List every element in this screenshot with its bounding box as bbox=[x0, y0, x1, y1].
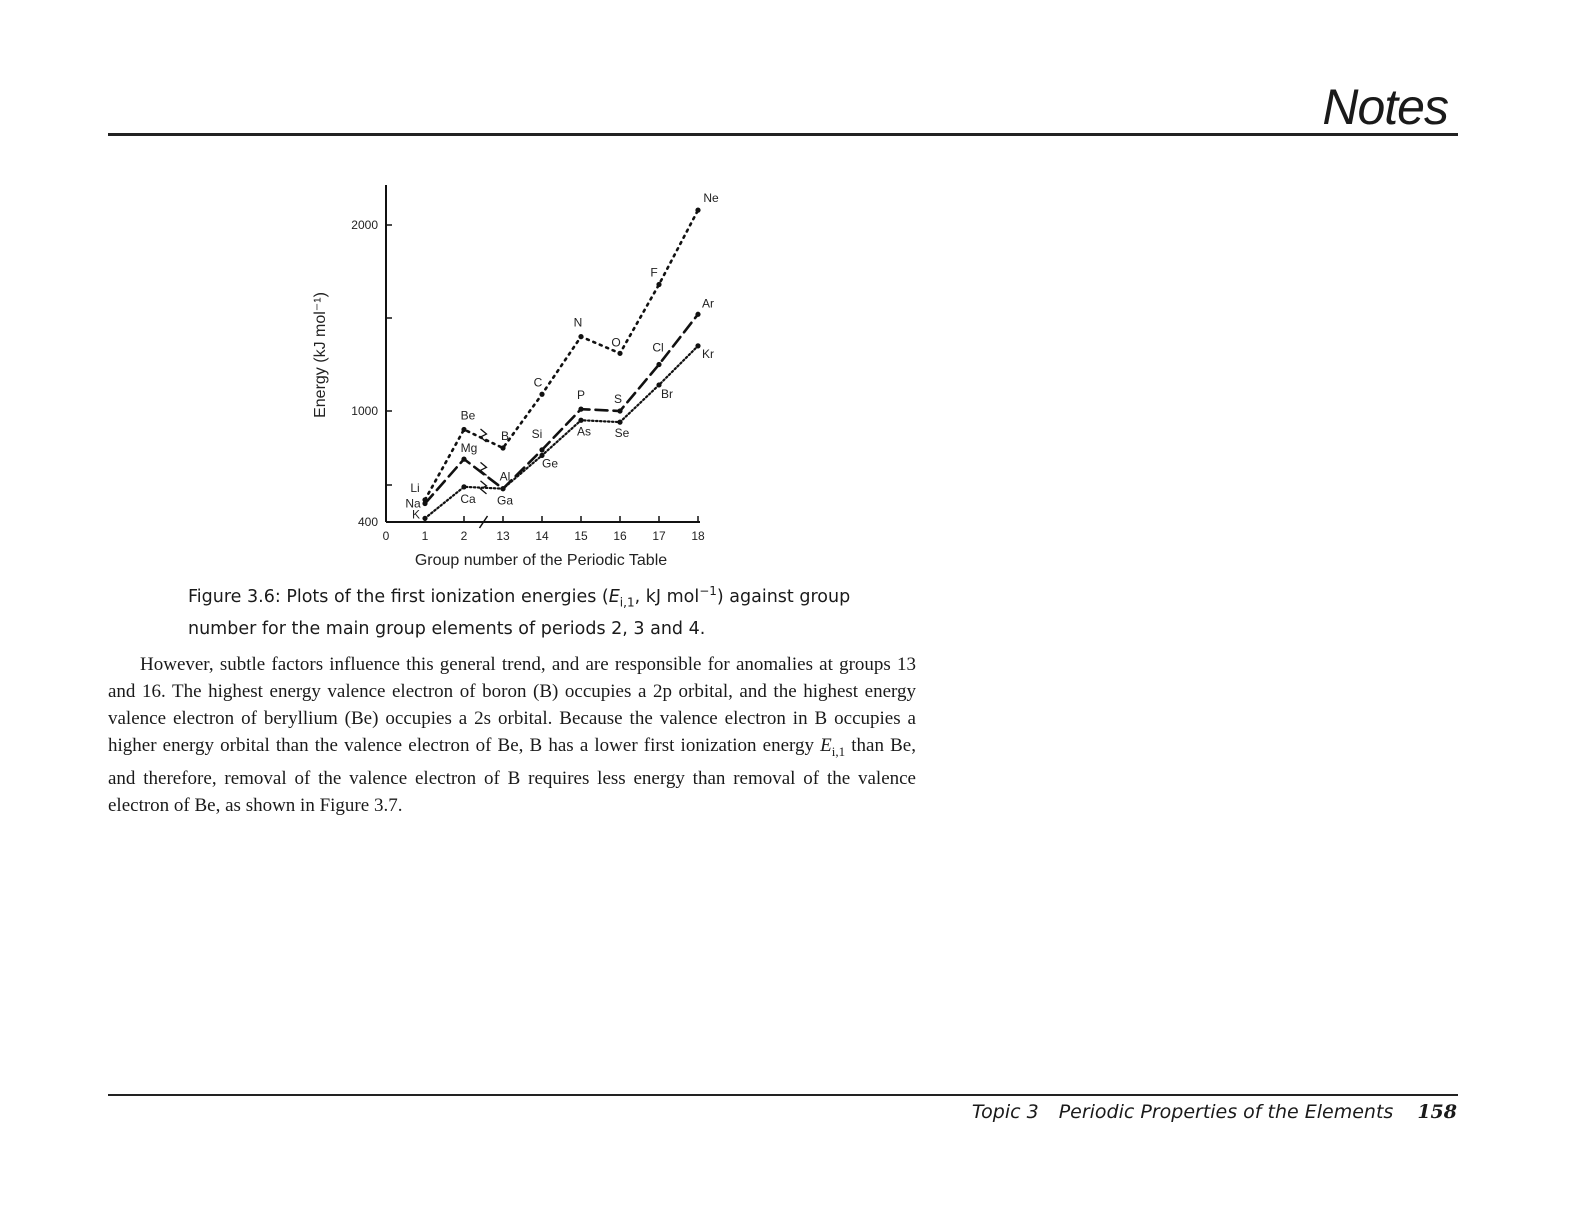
element-label-As: As bbox=[577, 424, 591, 438]
series-break-mark bbox=[479, 480, 488, 495]
element-label-Mg: Mg bbox=[461, 441, 478, 455]
x-tick-label: 0 bbox=[383, 529, 390, 543]
element-label-Se: Se bbox=[615, 426, 630, 440]
data-point bbox=[461, 426, 467, 433]
footer-topic-title: Periodic Properties of the Elements bbox=[1058, 1101, 1394, 1123]
footer-topic: Topic 3 bbox=[971, 1101, 1039, 1123]
figure-caption: Figure 3.6: Plots of the first ionizatio… bbox=[188, 578, 888, 643]
data-point bbox=[461, 484, 467, 490]
data-point bbox=[656, 382, 662, 388]
caption-unit-superscript: −1 bbox=[699, 584, 717, 598]
element-label-Si: Si bbox=[532, 427, 543, 441]
series-break-mark bbox=[479, 428, 488, 443]
element-label-Ar: Ar bbox=[702, 296, 714, 310]
y-tick-label: 1000 bbox=[351, 404, 378, 418]
element-label-Al: Al bbox=[500, 470, 511, 484]
element-label-O: O bbox=[611, 335, 620, 349]
page-header-title: Notes bbox=[1322, 79, 1449, 135]
data-point bbox=[461, 456, 467, 462]
element-label-C: C bbox=[534, 375, 543, 389]
figure-caption-text-before: Plots of the first ionization energies ( bbox=[286, 586, 609, 607]
x-tick-label: 17 bbox=[652, 529, 666, 543]
element-label-Na: Na bbox=[405, 497, 421, 511]
page-number: 158 bbox=[1417, 1101, 1457, 1123]
y-tick-label: 2000 bbox=[351, 218, 378, 232]
element-label-Be: Be bbox=[461, 409, 476, 423]
element-label-Ne: Ne bbox=[703, 191, 719, 205]
chart-series bbox=[422, 207, 701, 521]
element-label-B: B bbox=[501, 429, 509, 443]
data-point bbox=[656, 281, 662, 288]
body-text-part1: However, subtle factors influence this g… bbox=[108, 654, 916, 756]
y-tick-label: 400 bbox=[358, 515, 378, 529]
data-point bbox=[578, 417, 584, 423]
data-point bbox=[695, 207, 701, 213]
element-label-Li: Li bbox=[410, 481, 419, 495]
x-axis-break-mark bbox=[478, 515, 489, 529]
data-point bbox=[422, 515, 428, 521]
x-tick-label: 2 bbox=[461, 529, 468, 543]
data-point bbox=[617, 408, 623, 414]
element-label-Ga: Ga bbox=[497, 494, 513, 508]
data-point bbox=[695, 343, 701, 349]
header-rule bbox=[108, 133, 1458, 136]
x-axis-label: Group number of the Periodic Table bbox=[415, 552, 667, 569]
element-label-K: K bbox=[412, 507, 420, 521]
element-label-Cl: Cl bbox=[652, 341, 663, 355]
series-line-2 bbox=[423, 312, 700, 505]
figure-caption-prefix: Figure 3.6: bbox=[188, 586, 281, 607]
element-label-Ge: Ge bbox=[542, 456, 558, 470]
series-line-3 bbox=[423, 344, 700, 520]
data-point bbox=[500, 486, 506, 492]
element-label-F: F bbox=[650, 266, 657, 280]
data-point bbox=[695, 311, 701, 317]
x-tick-label: 13 bbox=[496, 529, 510, 543]
x-tick-label: 14 bbox=[535, 529, 549, 543]
element-label-S: S bbox=[614, 392, 622, 406]
body-text-part2: than Be, and therefore, removal of the v… bbox=[108, 735, 916, 816]
figure-caption-text-after: ) against group number for the main grou… bbox=[188, 586, 851, 640]
series-line-1 bbox=[423, 208, 700, 502]
data-point bbox=[539, 391, 545, 397]
data-point bbox=[617, 419, 623, 425]
series-break-mark bbox=[479, 461, 488, 476]
element-label-Ca: Ca bbox=[460, 492, 476, 506]
body-energy-subscript: i,1 bbox=[831, 743, 846, 759]
chart-point-labels: Li Be B C N O F Ne Na Mg Al Si P S Cl Ar K Ca Ga Ge As Se Br Kr bbox=[405, 191, 719, 521]
data-point bbox=[500, 445, 506, 451]
data-point bbox=[539, 447, 545, 453]
caption-energy-symbol: E bbox=[608, 586, 620, 607]
data-point bbox=[656, 361, 662, 368]
x-tick-label: 18 bbox=[691, 529, 705, 543]
footer-rule bbox=[108, 1094, 1458, 1096]
x-tick-label: 1 bbox=[422, 529, 429, 543]
data-point bbox=[578, 334, 584, 340]
body-energy-symbol: E bbox=[820, 735, 832, 756]
element-label-P: P bbox=[577, 388, 585, 402]
caption-unit: , kJ mol bbox=[634, 586, 700, 607]
y-axis-label: Energy (kJ mol⁻¹) bbox=[312, 292, 329, 418]
element-label-N: N bbox=[574, 316, 583, 330]
data-point bbox=[578, 406, 584, 412]
page-footer: Topic 3 Periodic Properties of the Elemen… bbox=[972, 1101, 1457, 1123]
x-tick-label: 15 bbox=[574, 529, 588, 543]
data-point bbox=[422, 500, 428, 507]
data-point bbox=[617, 350, 623, 356]
body-paragraph: However, subtle factors influence this g… bbox=[108, 651, 916, 819]
x-tick-label: 16 bbox=[613, 529, 627, 543]
data-point bbox=[539, 452, 545, 458]
caption-energy-subscript: i,1 bbox=[619, 595, 635, 610]
element-label-Br: Br bbox=[661, 387, 673, 401]
element-label-Kr: Kr bbox=[702, 347, 714, 361]
